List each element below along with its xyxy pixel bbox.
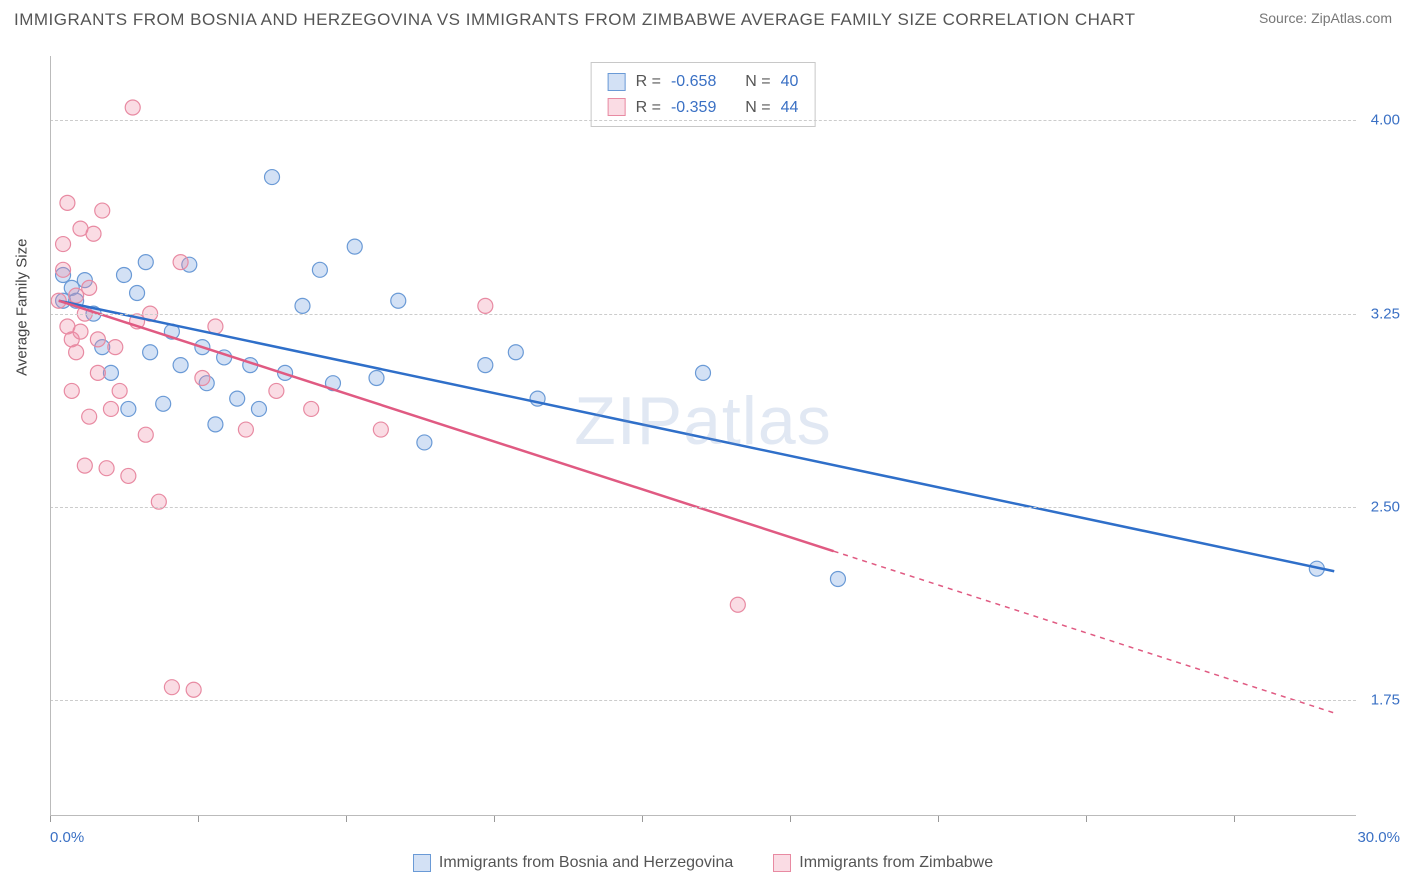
series-swatch [608, 73, 626, 91]
gridline [50, 120, 1356, 121]
data-point [103, 401, 118, 416]
correlation-stats-box: R =-0.658 N =40R =-0.359 N =44 [591, 62, 816, 127]
y-tick-label: 4.00 [1371, 112, 1400, 129]
data-point [82, 409, 97, 424]
data-point [90, 332, 105, 347]
y-axis-line [50, 56, 51, 816]
gridline [50, 700, 1356, 701]
x-tick [198, 816, 199, 822]
trend-line-dashed [834, 551, 1335, 713]
data-point [121, 468, 136, 483]
data-point [295, 298, 310, 313]
data-point [173, 358, 188, 373]
data-point [60, 195, 75, 210]
chart-plot-area: Average Family Size ZIPatlas R =-0.658 N… [50, 56, 1356, 816]
series-legend: Immigrants from Bosnia and Herzegovina Im… [0, 854, 1406, 872]
legend-swatch [773, 854, 791, 872]
data-point [90, 365, 105, 380]
legend-swatch [413, 854, 431, 872]
scatter-plot-svg [50, 56, 1356, 816]
legend-item: Immigrants from Zimbabwe [773, 854, 993, 872]
data-point [251, 401, 266, 416]
data-point [117, 267, 132, 282]
data-point [125, 100, 140, 115]
data-point [238, 422, 253, 437]
trend-line [59, 301, 834, 551]
data-point [73, 324, 88, 339]
data-point [478, 298, 493, 313]
data-point [208, 417, 223, 432]
data-point [391, 293, 406, 308]
data-point [56, 262, 71, 277]
y-tick-label: 3.25 [1371, 305, 1400, 322]
data-point [508, 345, 523, 360]
data-point [373, 422, 388, 437]
data-point [304, 401, 319, 416]
data-point [830, 571, 845, 586]
data-point [696, 365, 711, 380]
data-point [99, 461, 114, 476]
data-point [112, 383, 127, 398]
x-axis-line [50, 815, 1356, 816]
data-point [69, 345, 84, 360]
data-point [108, 340, 123, 355]
data-point [369, 371, 384, 386]
x-tick [1234, 816, 1235, 822]
x-tick [642, 816, 643, 822]
data-point [312, 262, 327, 277]
gridline [50, 314, 1356, 315]
data-point [730, 597, 745, 612]
legend-item: Immigrants from Bosnia and Herzegovina [413, 854, 733, 872]
data-point [186, 682, 201, 697]
data-point [138, 255, 153, 270]
data-point [164, 680, 179, 695]
series-swatch [608, 98, 626, 116]
data-point [195, 371, 210, 386]
data-point [347, 239, 362, 254]
stats-row: R =-0.658 N =40 [608, 69, 799, 95]
source-attribution: Source: ZipAtlas.com [1259, 10, 1392, 26]
data-point [230, 391, 245, 406]
data-point [77, 458, 92, 473]
data-point [56, 237, 71, 252]
chart-title: IMMIGRANTS FROM BOSNIA AND HERZEGOVINA V… [14, 10, 1136, 30]
data-point [269, 383, 284, 398]
x-tick [494, 816, 495, 822]
data-point [265, 170, 280, 185]
x-tick [346, 816, 347, 822]
data-point [143, 345, 158, 360]
gridline [50, 507, 1356, 508]
data-point [173, 255, 188, 270]
data-point [417, 435, 432, 450]
stats-row: R =-0.359 N =44 [608, 95, 799, 121]
data-point [121, 401, 136, 416]
x-tick [1086, 816, 1087, 822]
data-point [156, 396, 171, 411]
data-point [64, 383, 79, 398]
y-tick-label: 1.75 [1371, 692, 1400, 709]
data-point [95, 203, 110, 218]
x-tick [790, 816, 791, 822]
x-end-label: 30.0% [1357, 829, 1400, 846]
data-point [138, 427, 153, 442]
x-tick [50, 816, 51, 822]
data-point [69, 288, 84, 303]
y-axis-label: Average Family Size [14, 239, 31, 376]
data-point [86, 226, 101, 241]
data-point [478, 358, 493, 373]
data-point [130, 286, 145, 301]
x-tick [938, 816, 939, 822]
x-start-label: 0.0% [50, 829, 84, 846]
y-tick-label: 2.50 [1371, 498, 1400, 515]
data-point [82, 280, 97, 295]
legend-label: Immigrants from Bosnia and Herzegovina [439, 854, 733, 872]
legend-label: Immigrants from Zimbabwe [799, 854, 993, 872]
